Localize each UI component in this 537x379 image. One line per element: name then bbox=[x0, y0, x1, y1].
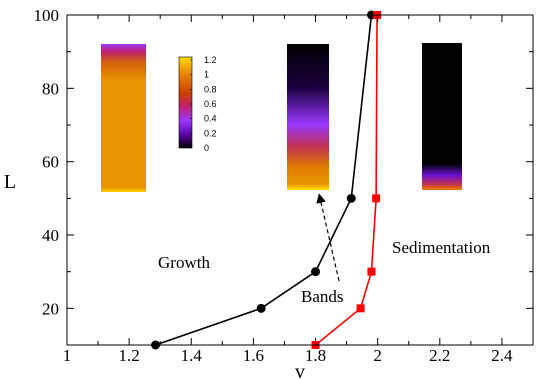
colorbar-tick-label: 1 bbox=[204, 70, 209, 80]
data-point bbox=[346, 193, 356, 203]
series-0 bbox=[151, 10, 376, 350]
inset-bands-profile bbox=[287, 44, 329, 190]
colorbar-gradient bbox=[178, 56, 193, 149]
annotation-growth: Growth bbox=[158, 253, 210, 272]
data-point bbox=[367, 267, 376, 276]
colorbar-tick-label: 0 bbox=[204, 143, 209, 153]
colorbar-tick-label: 0.4 bbox=[204, 114, 217, 124]
x-tick-label: 1 bbox=[63, 346, 72, 365]
x-tick-label: 1.4 bbox=[181, 346, 203, 365]
x-tick-label: 1.6 bbox=[243, 346, 264, 365]
y-axis-title: L bbox=[4, 171, 16, 193]
axis-ticks: 1 1.2 1.4 1.6 1.8 2 2.2 2.4 20 40 60 80 100 bbox=[34, 6, 533, 365]
bands-arrow bbox=[316, 193, 340, 282]
y-tick-label: 100 bbox=[34, 6, 60, 25]
colorbar-tick-label: 1.2 bbox=[204, 55, 217, 65]
x-tick-label: 2 bbox=[373, 346, 382, 365]
x-tick-label: 1.8 bbox=[305, 346, 326, 365]
data-point bbox=[356, 304, 365, 313]
x-tick-label: 2.4 bbox=[491, 346, 513, 365]
y-tick-label: 20 bbox=[42, 299, 59, 318]
annotation-sedimentation: Sedimentation bbox=[392, 238, 491, 257]
x-axis-title: v bbox=[295, 361, 305, 379]
y-tick-label: 80 bbox=[42, 79, 59, 98]
colorbar-tick-label: 0.8 bbox=[204, 84, 217, 94]
colorbar: 1.2 1 0.8 0.6 0.4 0.2 0 bbox=[178, 55, 217, 153]
annotation-bands: Bands bbox=[301, 287, 344, 306]
data-point bbox=[372, 194, 381, 203]
inset-sedimentation-profile bbox=[422, 43, 462, 190]
data-point bbox=[311, 267, 321, 277]
colorbar-labels: 1.2 1 0.8 0.6 0.4 0.2 0 bbox=[190, 55, 217, 153]
inset-growth-profile bbox=[101, 44, 146, 192]
colorbar-tick-label: 0.6 bbox=[204, 99, 217, 109]
colorbar-tick-label: 0.2 bbox=[204, 128, 217, 138]
y-tick-label: 40 bbox=[42, 226, 59, 245]
data-point bbox=[256, 303, 266, 313]
plot-frame bbox=[66, 14, 534, 346]
x-tick-label: 2.2 bbox=[429, 346, 450, 365]
y-tick-label: 60 bbox=[42, 153, 59, 172]
x-tick-label: 1.2 bbox=[119, 346, 140, 365]
